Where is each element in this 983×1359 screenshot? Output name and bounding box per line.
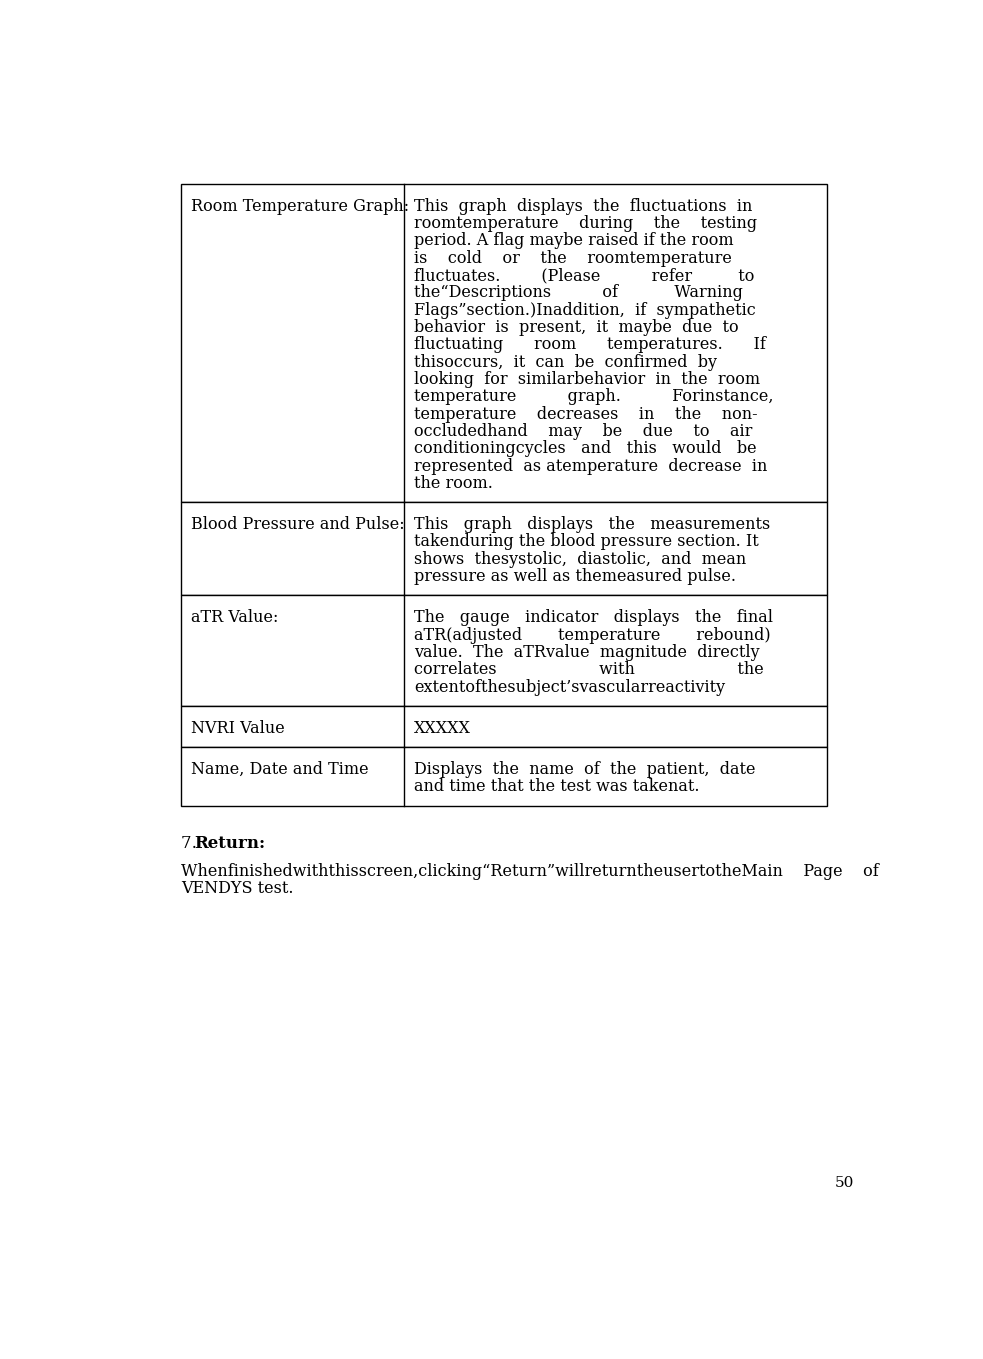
Text: and time that the test was takenat.: and time that the test was takenat. xyxy=(414,779,699,795)
Text: extentofthesubject’svascularreactivity: extentofthesubject’svascularreactivity xyxy=(414,678,724,696)
Text: The   gauge   indicator   displays   the   final: The gauge indicator displays the final xyxy=(414,609,773,626)
Text: Blood Pressure and Pulse:: Blood Pressure and Pulse: xyxy=(191,516,405,533)
Text: Flags”section.)Inaddition,  if  sympathetic: Flags”section.)Inaddition, if sympatheti… xyxy=(414,302,756,318)
Text: value.  The  aTRvalue  magnitude  directly: value. The aTRvalue magnitude directly xyxy=(414,644,760,660)
Text: VENDYS test.: VENDYS test. xyxy=(181,879,294,897)
Text: pressure as well as themeasured pulse.: pressure as well as themeasured pulse. xyxy=(414,568,736,586)
Text: fluctuating      room      temperatures.      If: fluctuating room temperatures. If xyxy=(414,336,766,353)
Text: takenduring the blood pressure section. It: takenduring the blood pressure section. … xyxy=(414,534,759,550)
Text: looking  for  similarbehavior  in  the  room: looking for similarbehavior in the room xyxy=(414,371,760,387)
Bar xyxy=(181,503,827,595)
Bar xyxy=(181,183,827,503)
Text: period. A flag maybe raised if the room: period. A flag maybe raised if the room xyxy=(414,232,733,250)
Text: Name, Date and Time: Name, Date and Time xyxy=(191,761,369,777)
Text: Room Temperature Graph:: Room Temperature Graph: xyxy=(191,197,409,215)
Text: roomtemperature    during    the    testing: roomtemperature during the testing xyxy=(414,215,757,232)
Text: Return:: Return: xyxy=(195,834,265,852)
Text: This  graph  displays  the  fluctuations  in: This graph displays the fluctuations in xyxy=(414,197,752,215)
Text: Displays  the  name  of  the  patient,  date: Displays the name of the patient, date xyxy=(414,761,755,777)
Text: temperature          graph.          Forinstance,: temperature graph. Forinstance, xyxy=(414,389,774,405)
Text: 7.: 7. xyxy=(181,834,202,852)
Text: correlates                    with                    the: correlates with the xyxy=(414,662,764,678)
Bar xyxy=(181,705,827,747)
Text: aTR Value:: aTR Value: xyxy=(191,609,278,626)
Text: temperature    decreases    in    the    non-: temperature decreases in the non- xyxy=(414,405,758,423)
Text: fluctuates.        (Please          refer         to: fluctuates. (Please refer to xyxy=(414,266,754,284)
Text: aTR(adjusted       temperature       rebound): aTR(adjusted temperature rebound) xyxy=(414,626,771,644)
Text: behavior  is  present,  it  maybe  due  to: behavior is present, it maybe due to xyxy=(414,319,738,336)
Text: NVRI Value: NVRI Value xyxy=(191,720,285,737)
Text: is    cold    or    the    roomtemperature: is cold or the roomtemperature xyxy=(414,250,731,266)
Text: thisoccurs,  it  can  be  confirmed  by: thisoccurs, it can be confirmed by xyxy=(414,353,717,371)
Text: shows  thesystolic,  diastolic,  and  mean: shows thesystolic, diastolic, and mean xyxy=(414,550,746,568)
Bar xyxy=(181,595,827,705)
Text: occludedhand    may    be    due    to    air: occludedhand may be due to air xyxy=(414,423,752,440)
Text: XXXXX: XXXXX xyxy=(414,720,471,737)
Text: 50: 50 xyxy=(835,1177,853,1190)
Text: the room.: the room. xyxy=(414,474,492,492)
Bar xyxy=(181,747,827,806)
Text: represented  as atemperature  decrease  in: represented as atemperature decrease in xyxy=(414,458,767,474)
Text: This   graph   displays   the   measurements: This graph displays the measurements xyxy=(414,516,770,533)
Text: the“Descriptions          of           Warning: the“Descriptions of Warning xyxy=(414,284,743,302)
Text: conditioningcycles   and   this   would   be: conditioningcycles and this would be xyxy=(414,440,757,457)
Text: Whenfinishedwiththisscreen,clicking“Return”willreturntheusertotheMain    Page   : Whenfinishedwiththisscreen,clicking“Retu… xyxy=(181,863,879,879)
